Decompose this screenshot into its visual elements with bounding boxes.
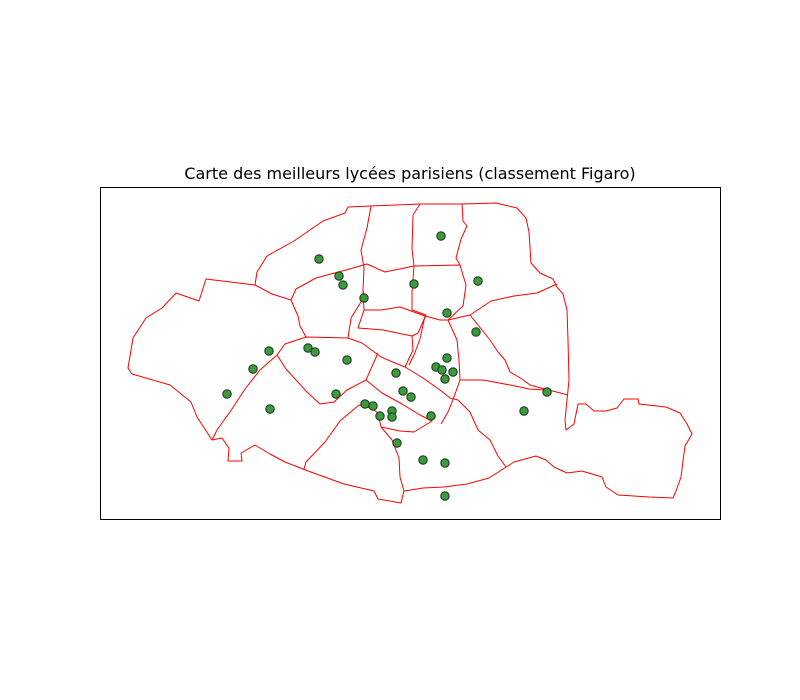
school-marker: [265, 404, 275, 414]
arrondissement-border: [357, 309, 427, 337]
school-marker: [471, 327, 481, 337]
school-marker: [391, 368, 401, 378]
arrondissement-border: [455, 203, 468, 266]
arrondissement-border: [460, 379, 547, 391]
arrondissement-border: [380, 426, 405, 492]
school-marker: [359, 293, 369, 303]
school-marker: [334, 271, 344, 281]
map-title: Carte des meilleurs lycées parisiens (cl…: [184, 164, 635, 183]
arrondissement-border: [408, 315, 426, 366]
arrondissement-border: [380, 420, 433, 433]
school-marker: [442, 353, 452, 363]
arrondissement-border: [365, 379, 433, 422]
arrondissement-border: [362, 283, 558, 321]
arrondissement-border: [457, 399, 507, 468]
school-marker: [440, 491, 450, 501]
arrondissement-border: [290, 263, 467, 321]
school-marker: [542, 387, 552, 397]
school-markers: [222, 231, 552, 501]
school-marker: [331, 389, 341, 399]
city-outline: [127, 202, 693, 504]
school-marker: [375, 411, 385, 421]
school-marker: [222, 389, 232, 399]
school-marker: [418, 455, 428, 465]
school-marker: [440, 458, 450, 468]
school-marker: [248, 364, 258, 374]
school-marker: [436, 231, 446, 241]
school-marker: [314, 254, 324, 264]
school-marker: [409, 279, 419, 289]
arrondissement-border: [303, 404, 382, 470]
school-marker: [392, 438, 402, 448]
arrondissement-border: [469, 314, 569, 396]
school-marker: [303, 343, 313, 353]
arrondissement-border: [276, 352, 379, 405]
arrondissement-border: [347, 337, 406, 368]
school-marker: [448, 367, 458, 377]
map-frame: [100, 187, 721, 520]
school-marker: [437, 365, 447, 375]
school-marker: [440, 374, 450, 384]
school-marker: [426, 411, 436, 421]
arrondissement-border: [254, 284, 307, 338]
school-marker: [398, 386, 408, 396]
school-marker: [368, 401, 378, 411]
arrondissement-border: [411, 203, 427, 316]
school-marker: [264, 346, 274, 356]
school-marker: [473, 276, 483, 286]
school-marker: [310, 347, 320, 357]
arrondissement-border: [404, 366, 459, 401]
arrondissement-border: [404, 335, 414, 368]
school-marker: [442, 308, 452, 318]
arrondissement-boundaries: [127, 202, 693, 504]
school-marker: [338, 280, 348, 290]
school-marker: [519, 406, 529, 416]
school-marker: [342, 355, 352, 365]
arrondissement-border: [276, 205, 372, 356]
arrondissement-border: [211, 354, 278, 441]
school-marker: [387, 412, 397, 422]
school-marker: [360, 399, 370, 409]
school-marker: [406, 392, 416, 402]
